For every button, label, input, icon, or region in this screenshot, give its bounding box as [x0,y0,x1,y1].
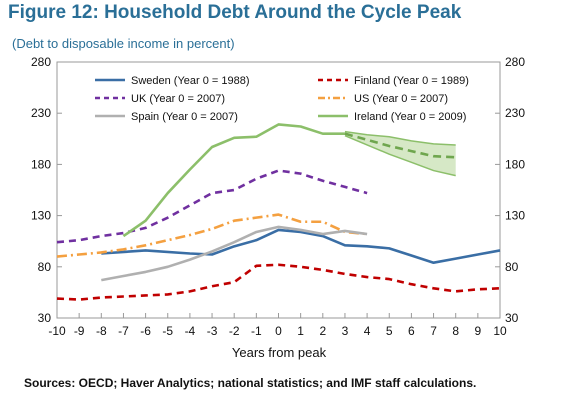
x-tick-label: -3 [207,324,218,338]
x-tick-label: 4 [364,324,371,338]
series-line-sweden [101,228,501,265]
series-line-finland [56,263,501,301]
y-tick-label-right: 30 [505,311,519,325]
legend: Sweden (Year 0 = 1988) Finland (Year 0 = … [95,75,469,123]
x-tick-label: 6 [408,324,415,338]
y-tick-label-left: 180 [31,157,51,171]
series-layer [56,123,501,301]
x-tick-label: -2 [229,324,240,338]
legend-label-spain: Spain (Year 0 = 2007) [131,111,238,123]
ireland-band-lower-line [344,135,456,177]
legend-label-sweden: Sweden (Year 0 = 1988) [131,75,250,87]
y-tick-label-right: 180 [505,157,525,171]
x-tick-label: 8 [452,324,459,338]
y-tick-label-right: 280 [505,55,525,69]
x-tick-label: 1 [297,324,304,338]
x-tick-label: 3 [342,324,349,338]
x-tick-label: 7 [430,324,437,338]
y-tick-label-right: 230 [505,106,525,120]
series-line-spain [101,225,368,282]
series-line-uk [56,169,368,244]
y-tick-label-right: 130 [505,209,525,223]
x-tick-label: -6 [140,324,151,338]
x-tick-label: 5 [386,324,393,338]
x-tick-label: 2 [319,324,326,338]
y-tick-label-left: 80 [38,260,52,274]
x-tick-label: -9 [74,324,85,338]
source-note: Sources: OECD; Haver Analytics; national… [24,376,477,390]
legend-label-ireland: Ireland (Year 0 = 2009) [354,111,466,123]
legend-label-finland: Finland (Year 0 = 1989) [354,75,469,87]
y-tick-label-left: 280 [31,55,51,69]
legend-label-us: US (Year 0 = 2007) [354,93,448,105]
series-line-ireland [122,123,345,238]
x-tick-label: -10 [48,324,66,338]
x-tick-label: -8 [96,324,107,338]
x-tick-label: -7 [118,324,129,338]
y-tick-label-left: 130 [31,209,51,223]
x-axis-label: Years from peak [232,345,327,360]
chart-title: Figure 12: Household Debt Around the Cyc… [8,2,462,23]
x-tick-label: 10 [493,324,507,338]
legend-label-uk: UK (Year 0 = 2007) [131,93,225,105]
series-line-us [56,213,368,258]
y-tick-label-right: 80 [505,260,519,274]
x-tick-label: 0 [275,324,282,338]
ireland-band-upper-line [344,130,456,146]
x-tick-label: -5 [162,324,173,338]
chart-subtitle: (Debt to disposable income in percent) [12,36,235,51]
series-line-ireland-projection [344,132,456,159]
x-tick-label: 9 [475,324,482,338]
x-tick-label: -1 [251,324,262,338]
x-tick-label: -4 [185,324,196,338]
y-tick-label-left: 30 [38,311,52,325]
y-tick-label-left: 230 [31,106,51,120]
